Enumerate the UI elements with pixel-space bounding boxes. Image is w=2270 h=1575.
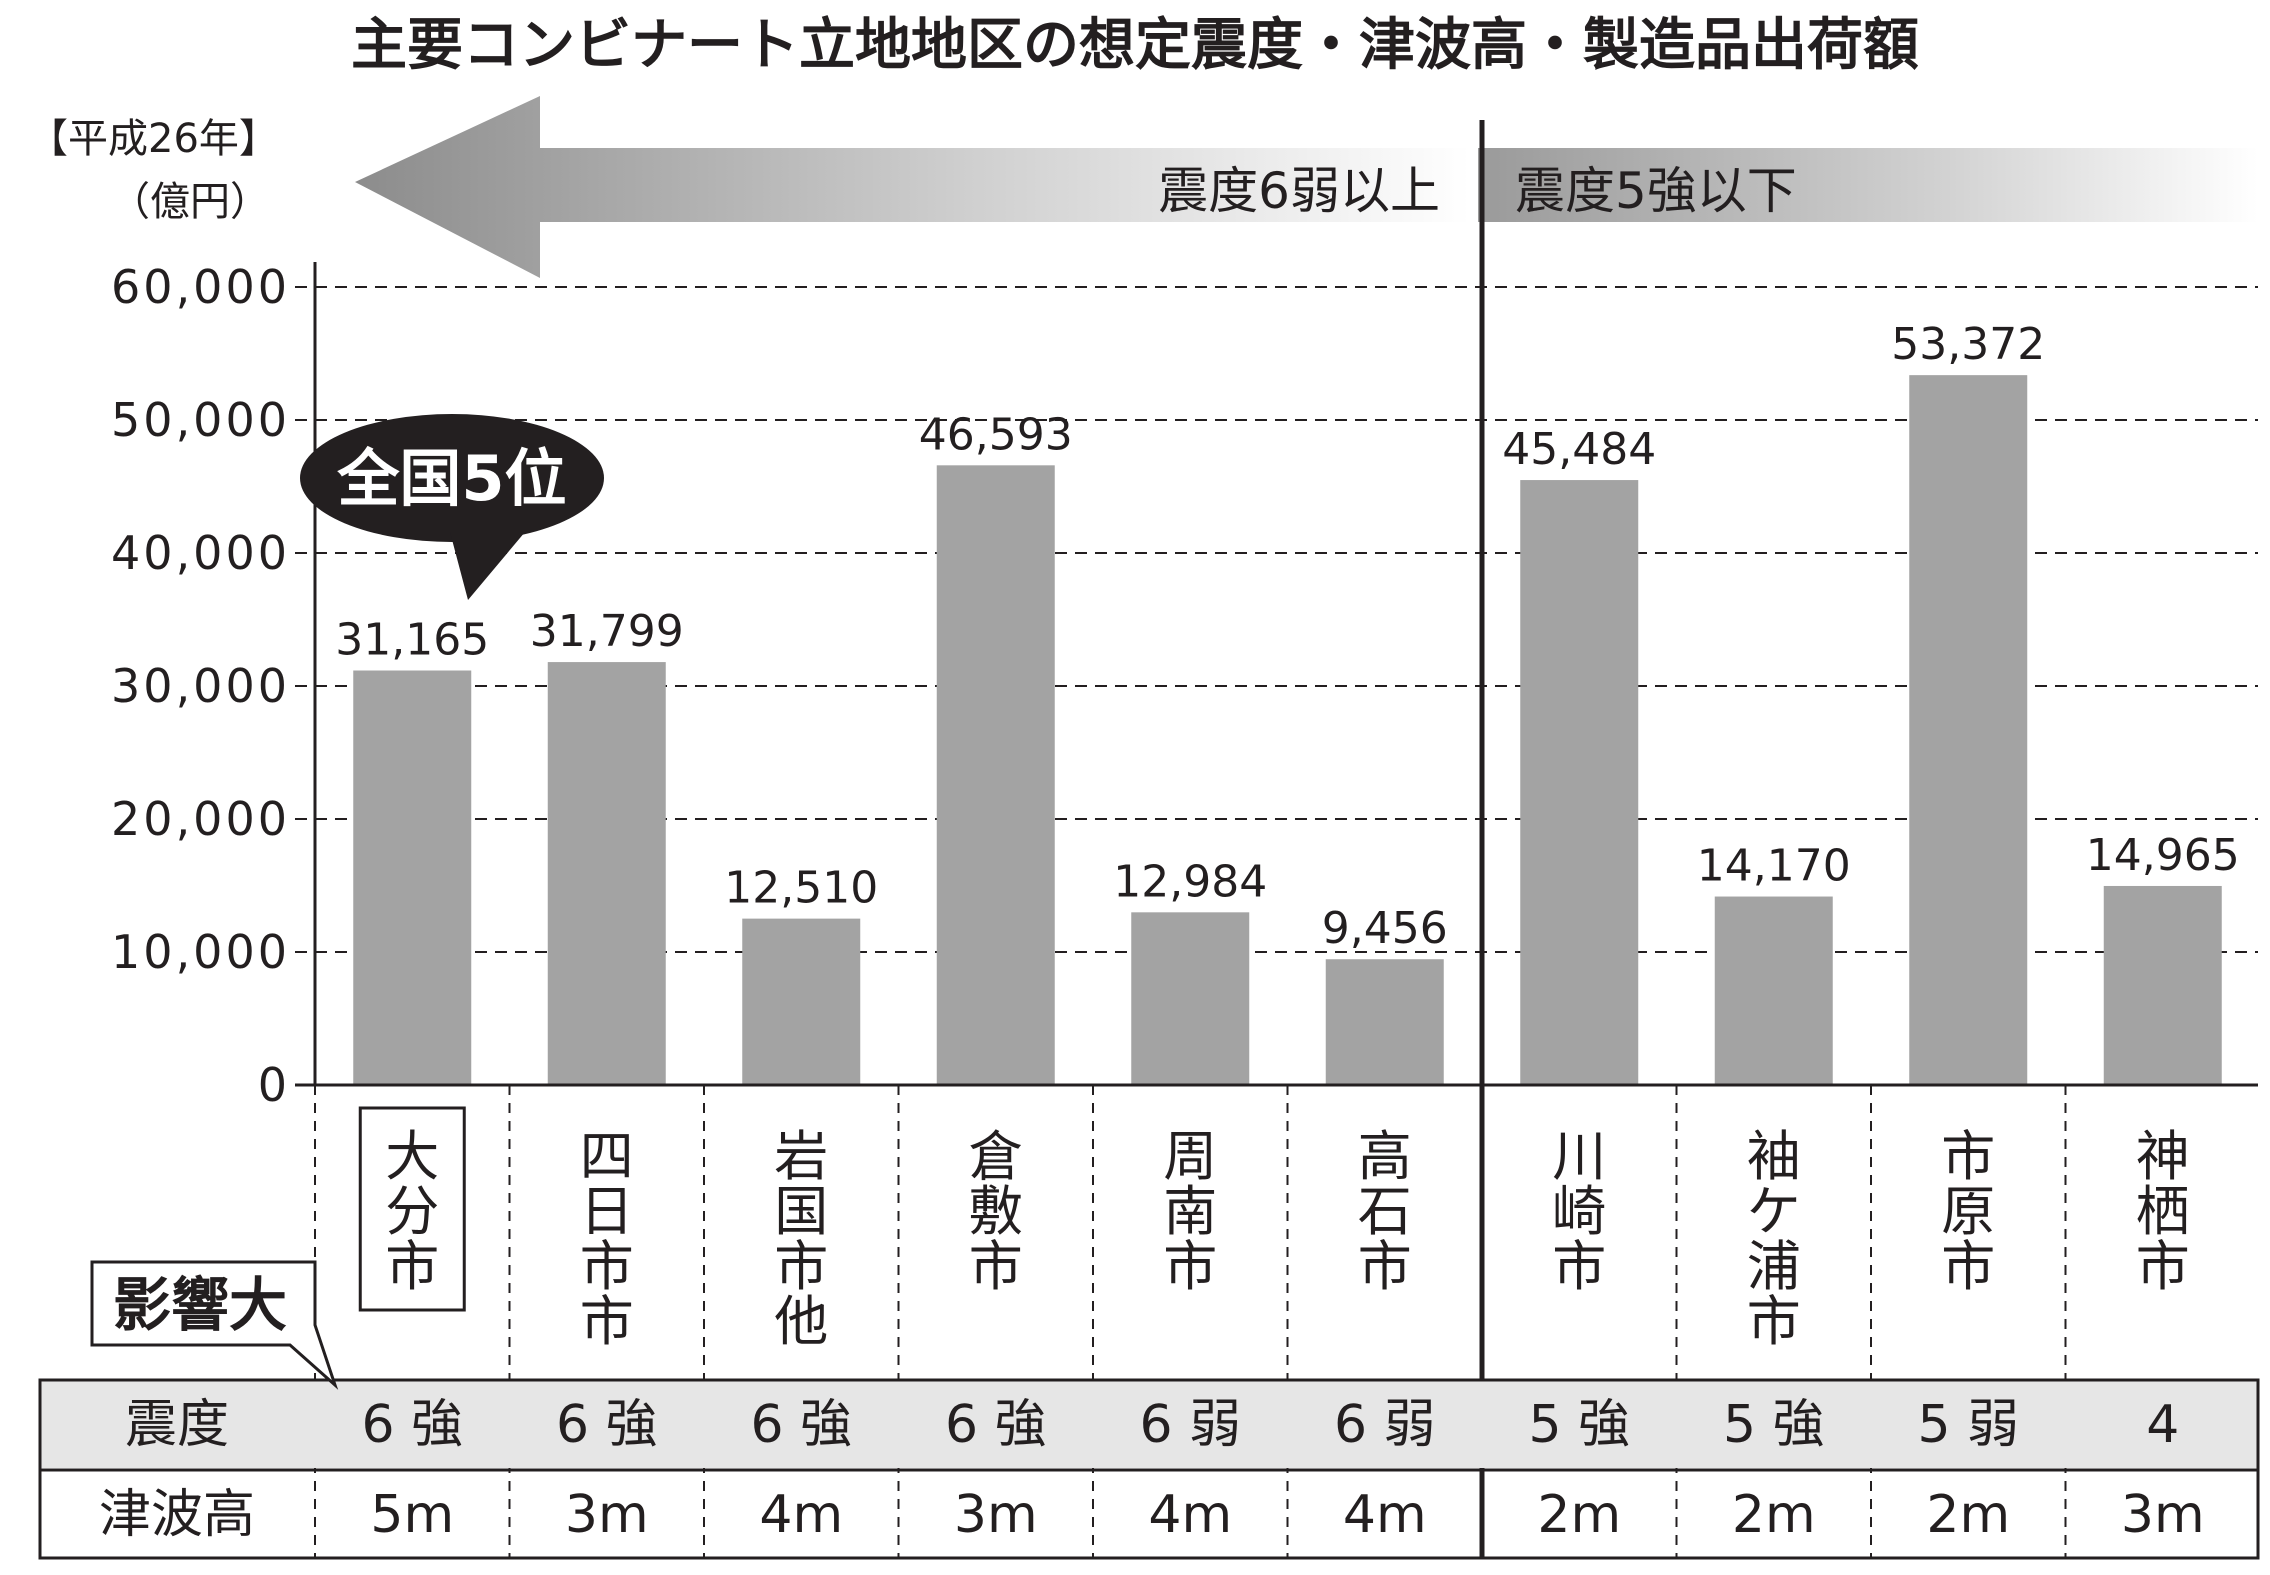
- table-cell: 6 弱: [1334, 1395, 1436, 1455]
- bar: [1325, 959, 1444, 1085]
- table-cell: 2m: [1926, 1485, 2010, 1545]
- impact-callout: 影響大: [90, 1260, 339, 1390]
- bars: [353, 375, 2222, 1085]
- value-label: 31,799: [530, 606, 684, 657]
- value-label: 12,984: [1113, 856, 1267, 907]
- category-label: 高石市: [1358, 1125, 1412, 1298]
- unit-year-label: 【平成26年】: [28, 116, 279, 162]
- bar: [1131, 912, 1250, 1085]
- group-band-low: [1478, 148, 2258, 222]
- table-cell: 6 強: [945, 1395, 1047, 1455]
- y-tick-label: 40,000: [111, 526, 290, 580]
- table-row-bg: [40, 1380, 2258, 1468]
- category-label: 岩国市他: [774, 1125, 828, 1353]
- y-tick-label: 0: [258, 1058, 290, 1112]
- value-label: 46,593: [919, 409, 1073, 460]
- bar: [742, 918, 861, 1085]
- group-label-low: 震度5強以下: [1515, 162, 1797, 220]
- y-tick-label: 10,000: [111, 925, 290, 979]
- table-cell: 6 強: [750, 1395, 852, 1455]
- category-label: 四日市市: [580, 1125, 634, 1353]
- category-label: 神栖市: [2136, 1125, 2190, 1298]
- y-tick-label: 50,000: [111, 393, 290, 447]
- category-label: 倉敷市: [969, 1125, 1023, 1298]
- value-label: 53,372: [1891, 319, 2045, 370]
- value-labels: 31,165 31,799 12,510 46,593 12,984 9,456 45,48…: [335, 319, 2239, 954]
- value-label: 12,510: [724, 863, 878, 914]
- y-tick-label: 60,000: [111, 260, 290, 314]
- axes: [295, 120, 2258, 1558]
- bar: [1909, 375, 2028, 1085]
- table-cell: 3m: [954, 1485, 1038, 1545]
- category-label: 市原市: [1941, 1125, 1995, 1298]
- table-cell: 2m: [1732, 1485, 1816, 1545]
- table-cell: 5 強: [1723, 1395, 1825, 1455]
- rank-callout-label: 全国5位: [336, 442, 566, 515]
- bar: [353, 670, 472, 1085]
- table-cell: 6 強: [556, 1395, 658, 1455]
- table-row-header: 津波高: [99, 1485, 255, 1545]
- value-label: 14,170: [1697, 841, 1851, 892]
- category-label: 周南市: [1163, 1125, 1217, 1298]
- value-label: 14,965: [2086, 830, 2240, 881]
- table-cell: 5 強: [1528, 1395, 1630, 1455]
- table-cell: 3m: [565, 1485, 649, 1545]
- table-row-header: 震度: [125, 1395, 229, 1455]
- y-tick-label: 20,000: [111, 792, 290, 846]
- table-cell: 4: [2146, 1395, 2179, 1455]
- table-cell: 4m: [1148, 1485, 1232, 1545]
- y-tick-label: 30,000: [111, 659, 290, 713]
- category-label: 大分市: [385, 1125, 439, 1298]
- y-axis-ticks: 0 10,000 20,000 30,000 40,000 50,000 60,000: [111, 260, 290, 1112]
- table-cell: 2m: [1537, 1485, 1621, 1545]
- category-label: 袖ケ浦市: [1747, 1125, 1801, 1353]
- rank-callout: 全国5位: [300, 414, 604, 600]
- group-arrow-high: [355, 96, 1470, 278]
- table-cell: 4m: [1343, 1485, 1427, 1545]
- bar: [2103, 885, 2222, 1085]
- unit-label: （億円）: [110, 179, 270, 225]
- data-table: 震度 6 強 6 強 6 強 6 強 6 弱 6 弱 5 強 5 強 5 弱 4 津波高 5m 3m 4m 3…: [38, 1378, 2260, 1560]
- table-cell: 6 弱: [1139, 1395, 1241, 1455]
- highlight-box: [358, 1106, 466, 1312]
- table-cell: 6 強: [361, 1395, 463, 1455]
- bar: [1714, 896, 1833, 1085]
- category-labels: 大分市 四日市市 岩国市他 倉敷市 周南市 高石市 川崎市 袖ケ浦市 市原市 神栖市: [314, 1085, 2190, 1558]
- value-label: 45,484: [1502, 424, 1656, 475]
- impact-label: 影響大: [113, 1271, 287, 1339]
- table-cell: 4m: [759, 1485, 843, 1545]
- table-cell: 5m: [370, 1485, 454, 1545]
- value-label: 31,165: [335, 615, 489, 666]
- group-label-high: 震度6弱以上: [1158, 162, 1440, 220]
- table-cell: 3m: [2121, 1485, 2205, 1545]
- bar: [1520, 480, 1639, 1085]
- bar: [547, 662, 666, 1085]
- bar: [936, 465, 1055, 1085]
- value-label: 9,456: [1322, 903, 1448, 954]
- chart-title: 主要コンビナート立地地区の想定震度・津波高・製造品出荷額: [351, 13, 1919, 78]
- table-cell: 5 弱: [1917, 1395, 2019, 1455]
- category-label: 川崎市: [1552, 1125, 1606, 1298]
